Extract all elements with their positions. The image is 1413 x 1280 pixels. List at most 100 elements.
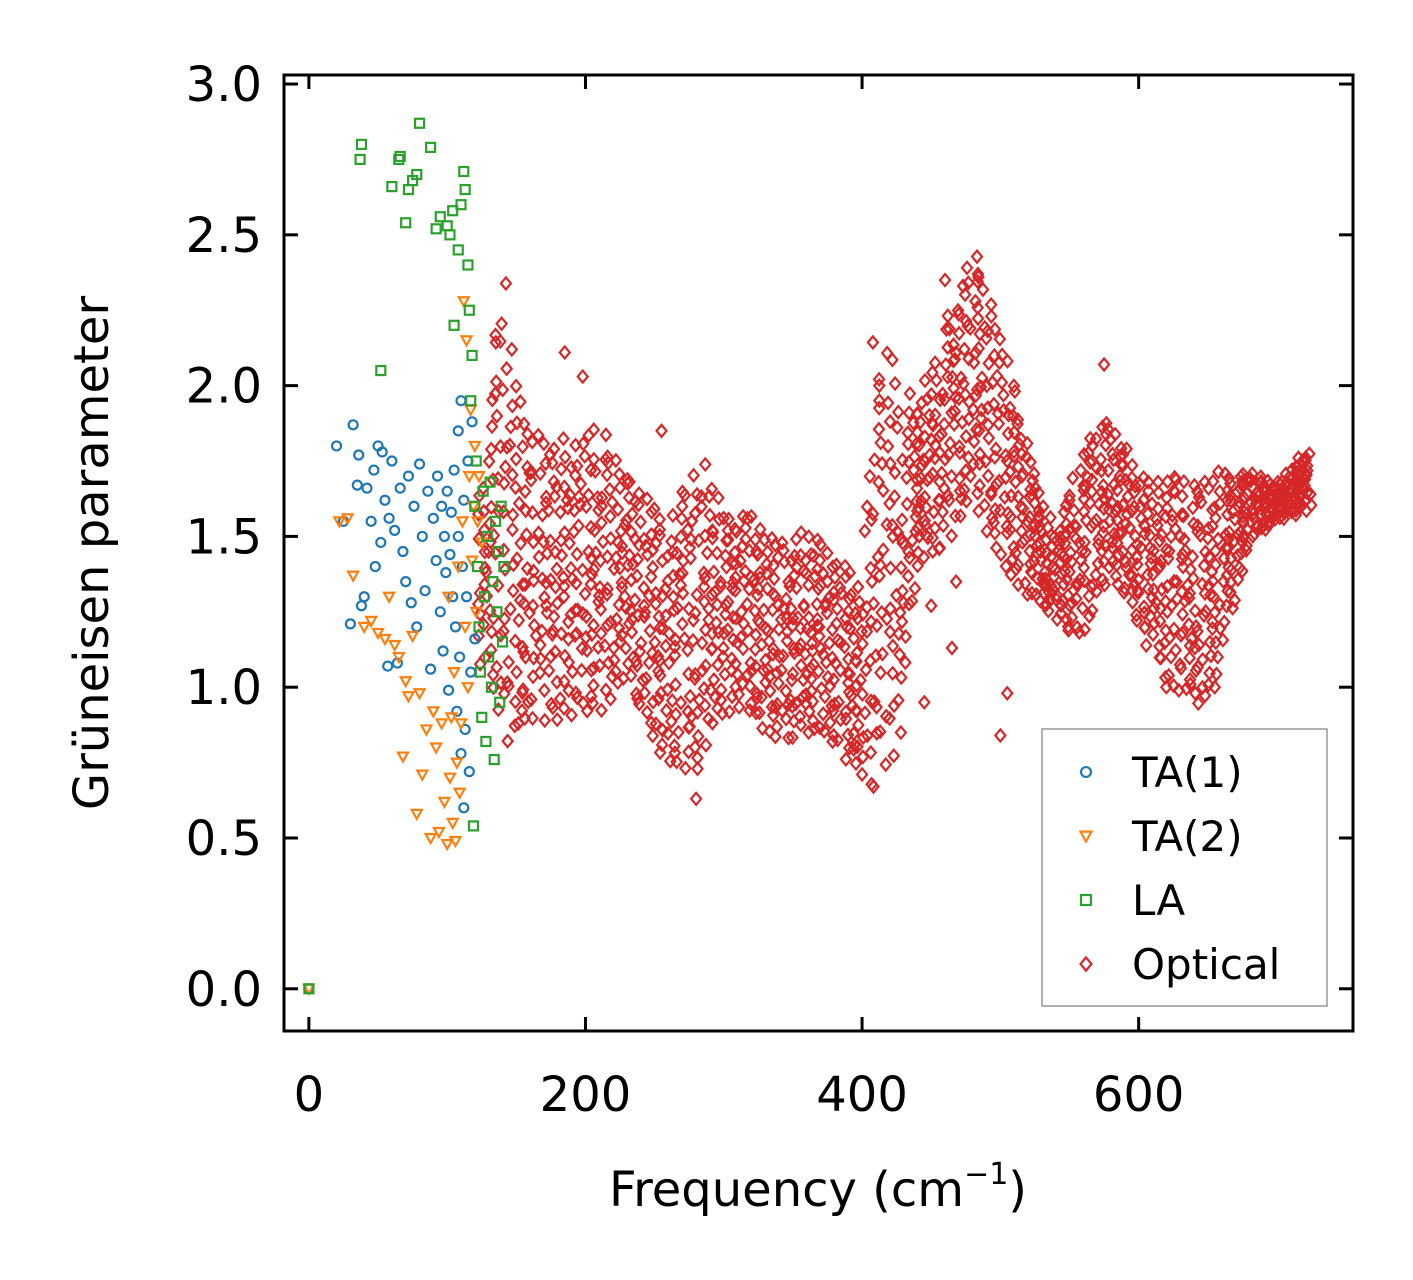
optical-point bbox=[599, 682, 613, 698]
ta-1-point bbox=[454, 651, 466, 663]
optical-point bbox=[841, 675, 855, 691]
la-point bbox=[484, 476, 496, 488]
optical-point bbox=[895, 512, 909, 528]
optical-point bbox=[707, 564, 721, 580]
ta-1-point bbox=[440, 567, 452, 579]
ta-1-point bbox=[438, 530, 451, 543]
optical-point bbox=[612, 620, 626, 637]
optical-point bbox=[544, 696, 558, 712]
ta-1-point bbox=[434, 606, 446, 618]
optical-point bbox=[982, 355, 996, 372]
optical-point bbox=[796, 689, 810, 705]
optical-point bbox=[1155, 581, 1169, 598]
optical-point bbox=[499, 275, 513, 292]
ta-2-point bbox=[409, 808, 424, 822]
la-point bbox=[489, 515, 502, 527]
optical-point bbox=[799, 686, 813, 703]
optical-point bbox=[512, 612, 526, 629]
ta-2-point bbox=[458, 621, 473, 635]
optical-point bbox=[653, 667, 667, 684]
optical-point bbox=[850, 738, 864, 755]
optical-point bbox=[958, 286, 972, 303]
optical-point bbox=[1046, 582, 1060, 598]
ta-1-point bbox=[416, 530, 428, 543]
optical-point bbox=[1203, 665, 1216, 681]
optical-point bbox=[705, 586, 719, 603]
optical-point bbox=[786, 610, 800, 627]
optical-point bbox=[482, 453, 496, 470]
y-tick-label: 0.0 bbox=[186, 962, 262, 1018]
ta-2-point bbox=[432, 826, 446, 840]
optical-point bbox=[870, 725, 884, 741]
optical-point bbox=[589, 545, 603, 561]
optical-point bbox=[811, 561, 824, 578]
optical-point bbox=[705, 481, 719, 497]
optical-point bbox=[755, 689, 768, 705]
optical-point bbox=[1181, 577, 1195, 594]
optical-point bbox=[659, 608, 673, 624]
optical-point bbox=[733, 553, 747, 569]
optical-point bbox=[1082, 608, 1096, 624]
optical-point bbox=[674, 577, 688, 593]
optical-point bbox=[816, 565, 830, 581]
optical-point bbox=[734, 629, 748, 646]
optical-point bbox=[1220, 492, 1234, 509]
optical-point bbox=[912, 437, 926, 453]
optical-point bbox=[888, 464, 902, 481]
optical-point bbox=[958, 386, 972, 403]
optical-point bbox=[1110, 482, 1124, 498]
la-point bbox=[465, 395, 477, 407]
optical-point bbox=[512, 495, 526, 512]
optical-point bbox=[570, 546, 584, 562]
optical-point bbox=[1020, 449, 1034, 465]
optical-point bbox=[797, 597, 811, 614]
ta-1-point bbox=[465, 666, 477, 678]
optical-point bbox=[1044, 509, 1057, 526]
optical-point bbox=[1216, 632, 1230, 648]
optical-point bbox=[698, 570, 712, 586]
ta-2-point bbox=[449, 757, 464, 770]
optical-point bbox=[866, 334, 880, 351]
y-tick-label: 0.5 bbox=[186, 811, 262, 867]
ta-1-point bbox=[449, 621, 462, 633]
optical-point bbox=[602, 655, 615, 671]
ta-2-point bbox=[405, 630, 420, 644]
optical-point bbox=[1202, 578, 1216, 594]
optical-point bbox=[678, 487, 692, 503]
optical-point bbox=[1007, 539, 1021, 556]
optical-point bbox=[601, 617, 615, 633]
optical-point bbox=[580, 642, 594, 659]
optical-point bbox=[609, 663, 623, 680]
ta-2-point bbox=[440, 838, 455, 852]
optical-point bbox=[669, 706, 683, 723]
x-axis-title-main: Frequency (cm bbox=[609, 1162, 964, 1218]
optical-point bbox=[1292, 450, 1305, 466]
optical-point bbox=[744, 508, 758, 525]
la-point bbox=[495, 500, 507, 512]
optical-point bbox=[506, 583, 520, 599]
optical-point bbox=[547, 441, 561, 457]
optical-point bbox=[533, 465, 547, 482]
optical-point bbox=[1177, 531, 1191, 548]
optical-point bbox=[763, 683, 777, 699]
optical-point bbox=[744, 569, 758, 586]
optical-point bbox=[823, 714, 837, 731]
optical-point bbox=[775, 535, 789, 551]
optical-point bbox=[587, 422, 601, 438]
plot-frame bbox=[282, 73, 1355, 1033]
ta-1-point bbox=[427, 512, 439, 524]
optical-point bbox=[1027, 465, 1041, 482]
optical-point bbox=[806, 713, 820, 729]
optical-point bbox=[517, 595, 531, 612]
optical-point bbox=[830, 601, 844, 617]
optical-point bbox=[1140, 567, 1154, 583]
ta-1-point bbox=[448, 464, 460, 476]
optical-point bbox=[939, 356, 953, 373]
optical-point bbox=[1054, 554, 1067, 571]
optical-point bbox=[485, 624, 499, 640]
ta-2-point bbox=[444, 712, 459, 725]
optical-point bbox=[830, 615, 843, 632]
optical-point bbox=[923, 447, 937, 463]
la-point bbox=[448, 319, 460, 331]
la-point bbox=[303, 983, 315, 995]
